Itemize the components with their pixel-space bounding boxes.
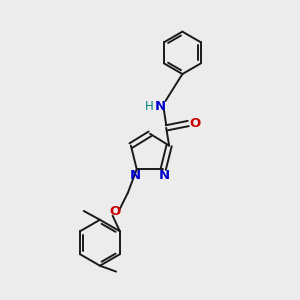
Text: O: O (109, 205, 120, 218)
Text: N: N (155, 100, 166, 113)
Text: N: N (130, 169, 141, 182)
Text: O: O (189, 117, 200, 130)
Text: H: H (145, 100, 154, 113)
Text: N: N (159, 169, 170, 182)
